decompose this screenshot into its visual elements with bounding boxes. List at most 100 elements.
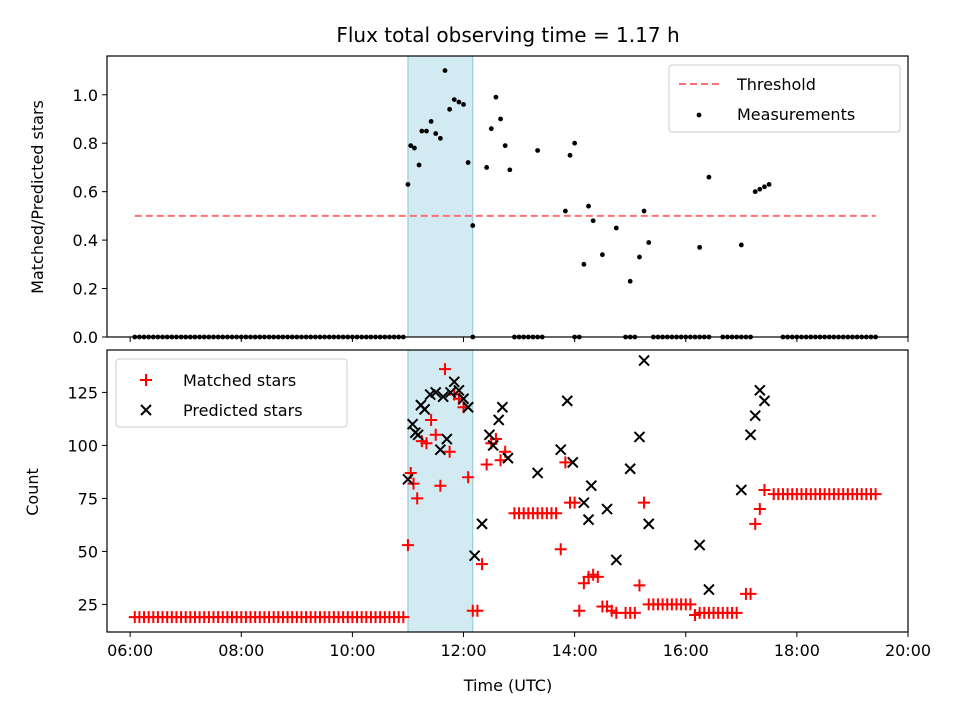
matched-star-point xyxy=(633,579,646,592)
bottom-panel: 06:00 08:00 10:00 12:00 14:00 16:00 18:00 20:00… xyxy=(23,349,931,695)
predicted-star-point xyxy=(402,473,414,486)
top-highlight-band xyxy=(407,55,474,338)
measurement-point xyxy=(456,99,462,105)
measurement-point xyxy=(488,126,494,132)
measurement-point xyxy=(442,68,448,73)
measurement-point xyxy=(424,128,429,134)
matched-star-point xyxy=(411,492,424,505)
bottom-y-axis-label: Count xyxy=(23,468,42,516)
matched-star-point xyxy=(591,570,604,583)
matched-star-point xyxy=(684,598,697,611)
measurement-point xyxy=(502,143,508,149)
bottom-y-tick-label: 100 xyxy=(67,436,98,455)
measurement-point xyxy=(428,119,434,124)
bottom-y-tick-label: 125 xyxy=(67,383,98,402)
matched-star-point xyxy=(749,517,762,530)
predicted-star-point xyxy=(585,479,598,492)
x-tick-label: 06:00 xyxy=(107,641,153,660)
predicted-star-point xyxy=(578,496,590,509)
predicted-star-point xyxy=(496,401,509,413)
x-axis-label: Time (UTC) xyxy=(463,676,552,695)
predicted-star-point xyxy=(412,429,424,441)
legend-predicted-label: Predicted stars xyxy=(183,401,303,420)
measurement-point xyxy=(766,181,772,187)
predicted-star-point xyxy=(758,395,771,407)
matched-star-point xyxy=(554,543,567,556)
measurement-point xyxy=(405,181,411,187)
x-tick-label: 12:00 xyxy=(440,641,486,660)
predicted-star-point xyxy=(561,395,573,407)
predicted-star-point xyxy=(462,401,474,413)
bottom-legend-box xyxy=(115,358,348,428)
matched-star-point xyxy=(730,606,743,619)
matched-star-point xyxy=(420,437,433,450)
measurement-point xyxy=(507,167,513,173)
predicted-star-point xyxy=(483,429,496,441)
matched-star-point xyxy=(628,606,641,619)
legend-measurement-swatch xyxy=(696,112,702,118)
predicted-star-point xyxy=(582,513,595,526)
measurement-point xyxy=(412,145,417,151)
predicted-star-point xyxy=(610,554,623,566)
matched-star-point xyxy=(480,458,493,471)
predicted-star-point xyxy=(754,384,766,396)
predicted-star-point xyxy=(457,393,470,405)
top-legend-box xyxy=(668,64,901,133)
measurement-point xyxy=(419,128,425,134)
measurement-point xyxy=(757,186,763,192)
matched-star-point xyxy=(550,507,563,520)
predicted-star-point xyxy=(434,443,447,456)
matched-star-point xyxy=(744,587,757,600)
matched-star-point xyxy=(429,428,442,441)
measurement-point xyxy=(498,116,503,122)
top-y-tick-label: 0.8 xyxy=(73,134,98,153)
predicted-star-point xyxy=(444,386,457,399)
predicted-star-point xyxy=(487,439,499,452)
predicted-star-point xyxy=(492,414,505,426)
matched-star-point xyxy=(476,558,489,571)
matched-star-point xyxy=(758,483,771,496)
x-tick-label: 10:00 xyxy=(329,641,375,660)
measurement-point xyxy=(641,208,647,214)
top-y-tick-label: 0.4 xyxy=(73,231,98,250)
measurement-point xyxy=(637,254,642,260)
x-tick-label: 14:00 xyxy=(552,641,598,660)
predicted-star-point xyxy=(406,418,419,430)
legend-matched-swatch xyxy=(140,374,152,386)
predicted-star-point xyxy=(430,386,442,399)
measurement-point xyxy=(437,135,443,141)
top-y-tick-label: 0.0 xyxy=(73,328,98,347)
matched-star-point xyxy=(577,577,590,590)
measurement-point xyxy=(461,102,466,107)
measurement-point xyxy=(627,278,633,284)
bottom-y-tick-label: 50 xyxy=(78,542,98,561)
matched-star-point xyxy=(425,413,438,426)
legend-matched-label: Matched stars xyxy=(183,371,296,390)
predicted-star-point xyxy=(601,503,613,515)
top-y-tick-label: 0.6 xyxy=(73,183,98,202)
matched-star-point xyxy=(869,488,882,501)
measurement-point xyxy=(600,252,605,258)
matched-star-point xyxy=(753,503,766,516)
matched-star-point xyxy=(568,496,581,509)
matched-star-point xyxy=(443,445,456,458)
measurement-point xyxy=(484,165,490,170)
predicted-star-point xyxy=(638,354,650,367)
matched-star-point xyxy=(401,539,414,552)
matched-star-point xyxy=(438,363,451,376)
predicted-star-point xyxy=(744,429,757,441)
matched-star-point xyxy=(638,496,651,509)
measurement-point xyxy=(586,203,591,209)
measurement-point xyxy=(465,160,471,165)
predicted-star-point xyxy=(693,539,706,551)
predicted-star-point xyxy=(468,549,481,562)
predicted-star-point xyxy=(749,410,761,422)
measurement-point xyxy=(451,97,457,103)
measurement-point xyxy=(762,184,767,190)
x-tick-label: 16:00 xyxy=(663,641,709,660)
measurement-point xyxy=(613,225,619,231)
predicted-star-point xyxy=(453,384,465,396)
predicted-star-point xyxy=(437,390,449,403)
measurement-point xyxy=(590,218,596,224)
